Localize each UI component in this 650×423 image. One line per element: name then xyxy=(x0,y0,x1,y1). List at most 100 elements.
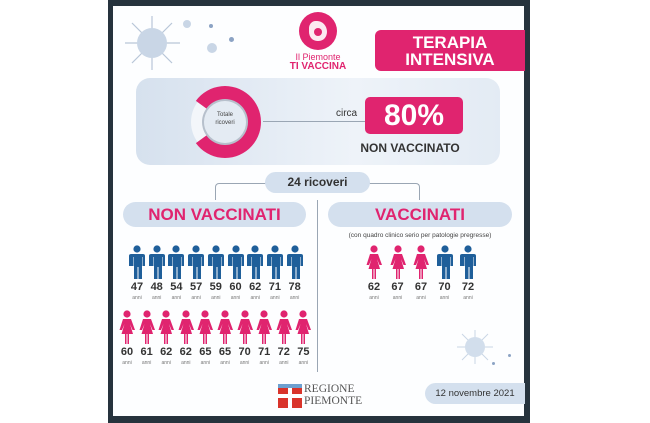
age-unit: anni xyxy=(171,295,182,301)
dot-decoration xyxy=(492,362,495,365)
dot-decoration xyxy=(508,354,511,357)
age-value: 65 xyxy=(218,346,232,358)
age-unit: anni xyxy=(259,360,269,366)
age-value: 67 xyxy=(391,281,404,293)
status-label: NON VACCINATO xyxy=(360,141,460,155)
woman-icon xyxy=(413,245,429,279)
total-pill: 24 ricoveri xyxy=(265,172,370,193)
logo-tagline: TI VACCINA xyxy=(289,61,347,72)
vaccinati-header: VACCINATI xyxy=(328,202,512,227)
logo-text: Il Piemonte xyxy=(295,52,341,62)
percent-badge: 80% xyxy=(365,97,463,134)
age-unit: anni xyxy=(279,360,289,366)
age-unit: anni xyxy=(439,295,450,301)
age-value: 78 xyxy=(288,281,301,293)
dot-decoration xyxy=(229,37,234,42)
age-value: 61 xyxy=(140,346,153,358)
divider xyxy=(317,200,318,372)
age-value: 48 xyxy=(150,281,163,293)
date-badge: 12 novembre 2021 xyxy=(425,383,525,404)
age-value: 62 xyxy=(179,346,192,358)
region-line-2: PIEMONTE xyxy=(304,395,363,407)
man-icon xyxy=(460,245,476,279)
age-unit: anni xyxy=(270,295,280,301)
age-unit: anni xyxy=(161,360,171,366)
age-value: 70 xyxy=(238,346,251,358)
age-value: 72 xyxy=(277,346,290,358)
man-icon xyxy=(436,245,453,279)
man-icon xyxy=(129,245,145,279)
age-value: 62 xyxy=(249,281,262,293)
woman-icon xyxy=(158,310,175,344)
donut-label-line-2: ricoveri xyxy=(215,120,235,126)
age-value: 54 xyxy=(170,281,183,293)
age-value: 67 xyxy=(414,281,428,293)
age-value: 60 xyxy=(229,281,242,293)
age-value: 65 xyxy=(199,346,212,358)
age-unit: anni xyxy=(289,295,300,301)
man-icon xyxy=(247,245,264,279)
age-value: 75 xyxy=(297,346,310,358)
age-unit: anni xyxy=(392,295,403,301)
woman-icon xyxy=(197,310,214,344)
connector-line xyxy=(263,121,365,122)
virus-icon xyxy=(457,330,493,364)
age-unit: anni xyxy=(230,295,241,301)
woman-icon xyxy=(139,310,155,344)
regione-piemonte-logo: REGIONE PIEMONTE xyxy=(304,383,362,407)
age-unit: anni xyxy=(191,295,201,301)
woman-icon xyxy=(119,310,135,344)
woman-icon xyxy=(390,245,406,279)
age-value: 57 xyxy=(189,281,203,293)
man-icon xyxy=(207,245,224,279)
man-icon xyxy=(227,245,244,279)
age-unit: anni xyxy=(220,360,230,366)
woman-icon xyxy=(217,310,233,344)
age-value: 71 xyxy=(268,281,282,293)
title-box: TERAPIA INTENSIVA xyxy=(375,30,525,71)
age-unit: anni xyxy=(122,360,132,366)
title-line-1: TERAPIA xyxy=(412,33,488,52)
age-unit: anni xyxy=(181,360,191,366)
vaccinati-subtitle: (con quadro clinico serio per patologie … xyxy=(348,232,492,239)
age-value: 72 xyxy=(461,281,475,293)
age-value: 62 xyxy=(160,346,173,358)
donut-label-line-1: Totale xyxy=(216,112,233,118)
dot-decoration xyxy=(209,24,213,28)
donut-label: Totale ricoveri xyxy=(205,111,245,127)
man-icon xyxy=(266,245,283,279)
piemonte-logo-icon xyxy=(299,12,337,50)
age-value: 47 xyxy=(130,281,144,293)
man-icon xyxy=(168,245,185,279)
woman-icon xyxy=(178,310,194,344)
age-unit: anni xyxy=(200,360,211,366)
age-value: 62 xyxy=(367,281,381,293)
age-unit: anni xyxy=(239,360,250,366)
age-value: 59 xyxy=(209,281,222,293)
man-icon xyxy=(286,245,303,279)
age-unit: anni xyxy=(132,295,142,301)
age-value: 60 xyxy=(120,346,134,358)
virus-icon xyxy=(125,16,180,70)
woman-icon xyxy=(295,310,312,344)
man-icon xyxy=(148,245,165,279)
age-unit: anni xyxy=(298,360,309,366)
circa-label: circa xyxy=(336,108,358,119)
woman-icon xyxy=(366,245,382,279)
age-unit: anni xyxy=(141,360,152,366)
age-unit: anni xyxy=(463,295,473,301)
woman-icon xyxy=(256,310,273,344)
dot-decoration xyxy=(207,43,217,53)
title-line-2: INTENSIVA xyxy=(405,50,495,69)
donut-chart xyxy=(191,86,261,158)
man-icon xyxy=(188,245,205,279)
dot-decoration xyxy=(183,20,191,28)
age-unit: anni xyxy=(211,295,221,301)
age-unit: anni xyxy=(151,295,162,301)
region-line-1: REGIONE xyxy=(304,383,355,395)
non-vaccinati-header: NON VACCINATI xyxy=(123,202,306,227)
woman-icon xyxy=(276,310,292,344)
age-unit: anni xyxy=(369,295,379,301)
age-value: 70 xyxy=(438,281,451,293)
age-unit: anni xyxy=(250,295,260,301)
